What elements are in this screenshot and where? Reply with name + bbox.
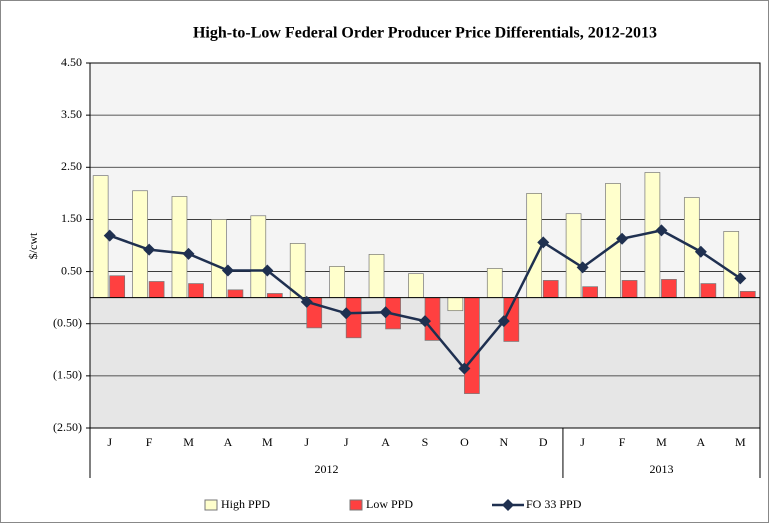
bar (211, 219, 227, 298)
x-tick-label: M (262, 435, 273, 449)
x-tick-label: S (422, 435, 429, 449)
bar (227, 289, 244, 298)
marker (419, 315, 431, 328)
x-tick-label: D (539, 435, 548, 449)
bar (368, 254, 385, 298)
marker (143, 243, 156, 256)
marker (616, 232, 629, 245)
x-tick-label: J (107, 435, 112, 449)
marker (379, 306, 392, 319)
x-tick-label: J (580, 435, 585, 449)
marker (221, 264, 234, 277)
bar (171, 196, 188, 298)
x-tick-label: F (619, 435, 626, 449)
y-tick-label: (0.50) (53, 315, 82, 329)
marker (300, 295, 313, 308)
marker (458, 362, 471, 375)
bar (565, 213, 582, 298)
y-axis-label: $/cwt (26, 232, 40, 259)
legend-swatch (349, 499, 363, 511)
y-tick-label: 3.50 (61, 107, 82, 121)
y-tick-label: 4.50 (61, 55, 82, 69)
x-tick-label: N (499, 435, 508, 449)
bar (447, 297, 464, 312)
y-tick-label: 0.50 (61, 263, 82, 277)
marker (734, 272, 747, 285)
legend-label: FO 33 PPD (526, 497, 582, 511)
legend-marker (502, 499, 514, 511)
x-tick-label: A (381, 435, 390, 449)
legend-label: Low PPD (366, 497, 413, 511)
legend-label: High PPD (221, 497, 270, 511)
legend-swatch (204, 499, 218, 511)
x-tick-label: A (224, 435, 233, 449)
bar (526, 193, 543, 298)
marker (537, 236, 550, 249)
bar (148, 281, 165, 298)
chart-title: High-to-Low Federal Order Producer Price… (193, 25, 657, 42)
x-tick-label: F (146, 435, 153, 449)
bar (464, 297, 480, 394)
marker (340, 307, 353, 320)
bar (700, 283, 717, 298)
bar (329, 266, 345, 298)
marker (576, 261, 589, 274)
marker (103, 229, 116, 242)
y-tick-label: (2.50) (53, 420, 82, 434)
marker (694, 245, 707, 258)
x-tick-label: A (697, 435, 706, 449)
group-label: 2013 (649, 462, 673, 476)
bar (542, 280, 559, 298)
x-tick-label: M (735, 435, 746, 449)
bar (486, 268, 503, 298)
bar (661, 279, 677, 298)
bar (621, 280, 638, 298)
x-tick-label: O (460, 435, 469, 449)
bar (250, 215, 267, 298)
group-label: 2012 (314, 462, 338, 476)
bar (109, 275, 126, 298)
bar (582, 286, 598, 298)
bar (267, 293, 283, 298)
x-tick-label: M (183, 435, 194, 449)
bar (723, 231, 740, 298)
x-tick-label: J (344, 435, 349, 449)
plot-border (89, 62, 761, 429)
x-tick-label: J (304, 435, 309, 449)
marker (182, 247, 195, 260)
bar (644, 172, 661, 298)
bar (188, 283, 204, 298)
bar (408, 273, 424, 298)
y-tick-label: 2.50 (61, 159, 82, 173)
x-tick-label: M (656, 435, 667, 449)
bar (345, 297, 362, 339)
marker (261, 264, 274, 277)
marker (497, 315, 510, 328)
marker (655, 224, 668, 237)
y-tick-label: (1.50) (53, 368, 82, 382)
bar (739, 291, 756, 298)
y-tick-label: 1.50 (61, 211, 82, 225)
